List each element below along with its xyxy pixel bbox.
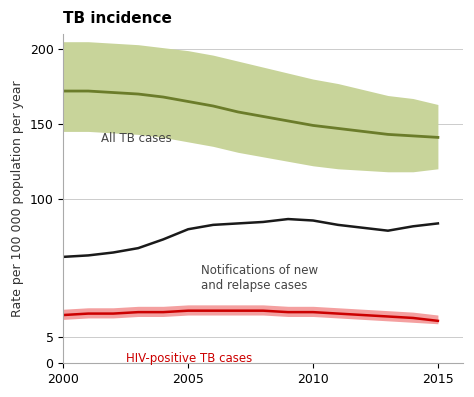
- Text: TB incidence: TB incidence: [63, 11, 172, 26]
- Text: HIV-positive TB cases: HIV-positive TB cases: [126, 352, 252, 364]
- Text: Notifications of new
and relapse cases: Notifications of new and relapse cases: [201, 264, 318, 292]
- Y-axis label: Rate per 100 000 population per year: Rate per 100 000 population per year: [11, 80, 24, 317]
- Text: All TB cases: All TB cases: [101, 132, 172, 145]
